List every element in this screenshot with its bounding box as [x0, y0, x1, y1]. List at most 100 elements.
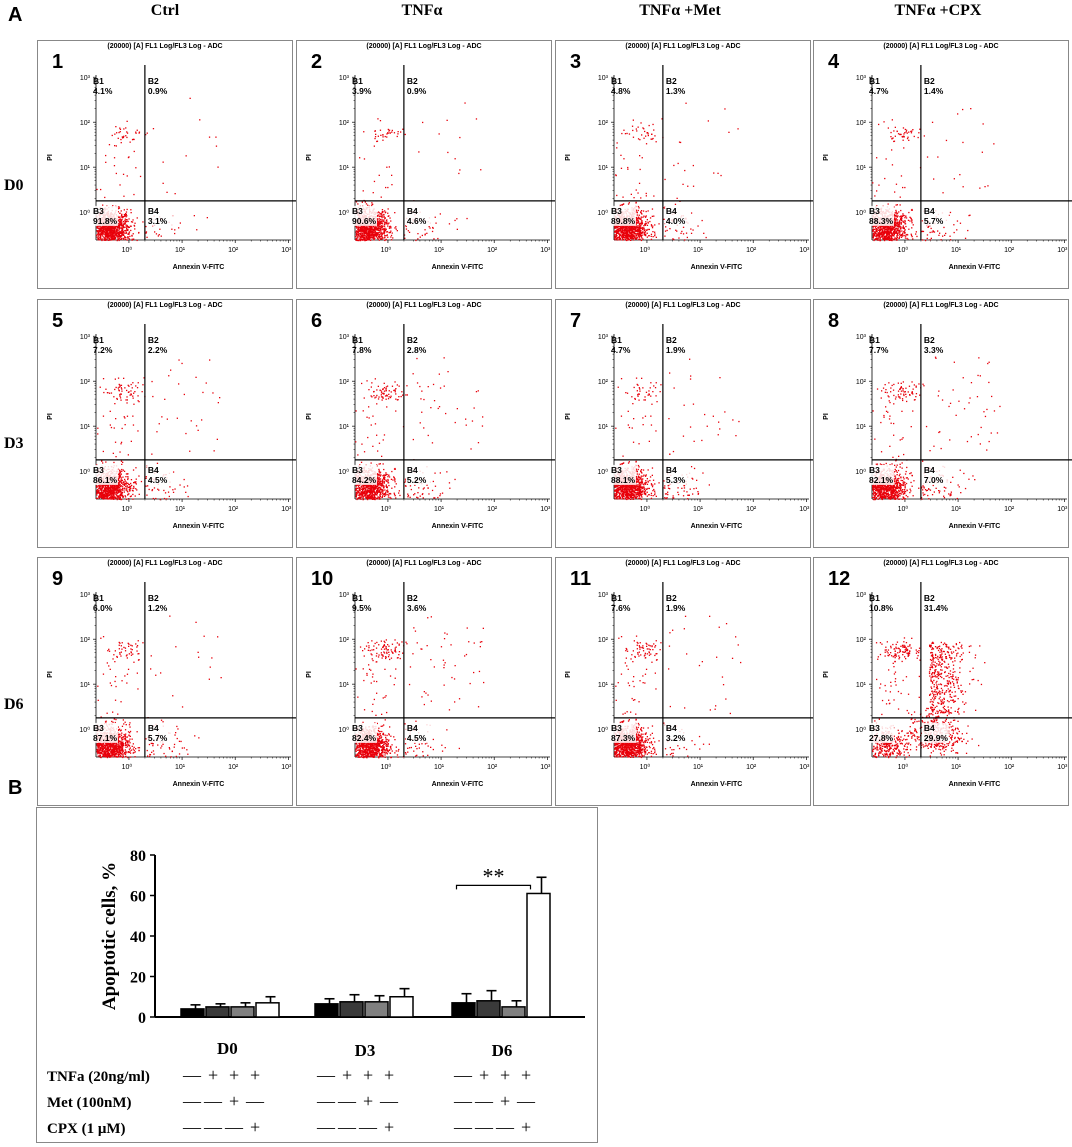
scatter-point [364, 234, 366, 237]
scatter-point [918, 132, 920, 134]
scatter-point [625, 233, 627, 235]
scatter-point [874, 232, 876, 234]
scatter-point [634, 230, 636, 232]
scatter-point [382, 134, 384, 136]
scatter-point [120, 238, 122, 241]
scatter-point [365, 226, 368, 228]
scatter-point [637, 233, 639, 235]
scatter-point [367, 232, 370, 234]
scatter-point [637, 192, 639, 194]
scatter-point [404, 237, 406, 239]
scatter-point [614, 234, 616, 236]
scatter-point [138, 475, 140, 477]
scatter-point [155, 233, 158, 235]
scatter-point [886, 231, 888, 234]
scatter-point [622, 236, 624, 238]
scatter-point [637, 126, 639, 128]
scatter-point [982, 123, 984, 125]
scatter-point [136, 489, 138, 491]
scatter-point [366, 238, 368, 240]
scatter-point [628, 229, 630, 231]
scatter-point [114, 239, 116, 241]
scatter-point [875, 229, 878, 232]
scatter-point [639, 222, 641, 225]
scatter-point [388, 222, 390, 224]
scatter-point [375, 133, 377, 135]
scatter-point [890, 235, 892, 237]
scatter-point [118, 225, 120, 227]
scatter-point [123, 209, 125, 211]
scatter-point [369, 237, 371, 239]
scatter-point [642, 228, 644, 231]
scatter-point [923, 135, 925, 137]
scatter-point [111, 235, 113, 237]
scatter-point [378, 214, 380, 216]
scatter-point [622, 238, 625, 241]
scatter-point [115, 232, 117, 234]
scatter-point [466, 217, 468, 220]
scatter-point [135, 481, 137, 483]
scatter-point [171, 228, 173, 230]
scatter-point [130, 479, 133, 481]
scatter-point [647, 222, 649, 224]
scatter-point [637, 138, 640, 140]
scatter-point [641, 221, 643, 224]
scatter-point [637, 209, 639, 212]
scatter-point [121, 225, 123, 227]
scatter-point [620, 232, 622, 234]
scatter-point [632, 230, 634, 232]
scatter-point [129, 495, 132, 498]
scatter-point [637, 230, 640, 232]
scatter-point [884, 227, 887, 229]
scatter-point [159, 228, 161, 230]
scatter-point [128, 498, 130, 500]
scatter-point [96, 188, 98, 191]
scatter-point [381, 233, 383, 235]
scatter-point [652, 231, 654, 233]
scatter-point [894, 229, 896, 231]
scatter-point [902, 232, 904, 234]
scatter-point [102, 450, 104, 453]
scatter-point [377, 238, 379, 240]
scatter-point [675, 229, 677, 231]
scatter-point [109, 229, 111, 231]
scatter-point [111, 229, 113, 231]
scatter-point [724, 108, 726, 110]
scatter-point [101, 460, 103, 462]
scatter-point [915, 231, 917, 233]
scatter-point [372, 228, 374, 230]
scatter-point [431, 230, 434, 233]
scatter-point [899, 236, 901, 238]
scatter-point [636, 211, 638, 213]
scatter-point [887, 238, 889, 241]
scatter-point [387, 186, 389, 189]
quadrant-value-b2: 0.9% [407, 86, 427, 96]
scatter-point [361, 233, 363, 235]
scatter-point [104, 237, 106, 240]
scatter-point [879, 233, 881, 236]
scatter-point [877, 238, 879, 240]
scatter-point [367, 235, 369, 237]
scatter-point [651, 208, 654, 210]
scatter-point [616, 238, 618, 240]
scatter-point [112, 236, 114, 238]
scatter-point [630, 231, 633, 233]
scatter-point [363, 238, 365, 240]
scatter-point [100, 231, 102, 233]
scatter-point [129, 225, 132, 227]
scatter-point [905, 215, 907, 217]
scatter-point [876, 190, 878, 192]
scatter-point [376, 224, 378, 226]
scatter-point [124, 489, 126, 491]
scatter-point [617, 229, 619, 231]
scatter-point [878, 233, 880, 235]
quadrant-label-bg [92, 205, 118, 226]
scatter-point [882, 226, 884, 228]
scatter-point [620, 231, 622, 233]
scatter-point [125, 135, 127, 137]
scatter-point [626, 226, 628, 228]
scatter-point [617, 230, 619, 232]
scatter-point [638, 217, 640, 220]
scatter-point [124, 219, 126, 222]
